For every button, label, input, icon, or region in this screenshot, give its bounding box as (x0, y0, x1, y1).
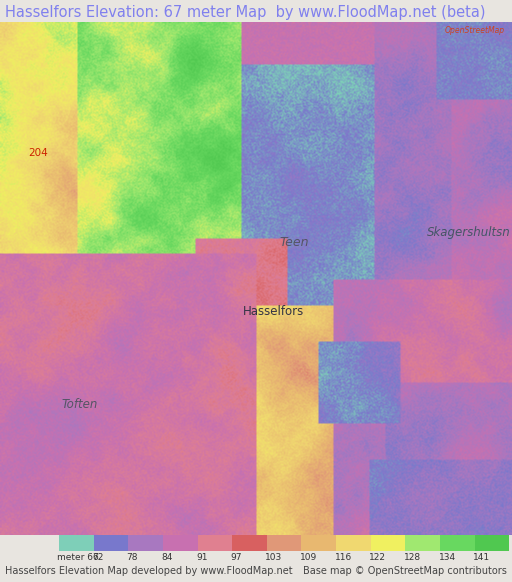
Text: Skagershultsn: Skagershultsn (426, 226, 510, 239)
Bar (371, 535, 406, 551)
Text: Hasselfors Elevation: 67 meter Map  by www.FloodMap.net (beta): Hasselfors Elevation: 67 meter Map by ww… (5, 5, 485, 20)
Bar (94, 535, 128, 551)
Text: 141: 141 (473, 552, 490, 562)
Text: 78: 78 (126, 552, 138, 562)
Text: OpenStreetMap: OpenStreetMap (444, 26, 504, 35)
Text: Hasselfors Elevation Map developed by www.FloodMap.net: Hasselfors Elevation Map developed by ww… (5, 566, 293, 576)
Text: 91: 91 (196, 552, 207, 562)
Text: 122: 122 (369, 552, 386, 562)
Text: 97: 97 (230, 552, 242, 562)
Text: Hasselfors: Hasselfors (243, 306, 305, 318)
Text: 109: 109 (300, 552, 317, 562)
Bar (440, 535, 475, 551)
Bar (475, 535, 509, 551)
Bar (302, 535, 336, 551)
Bar (336, 535, 371, 551)
Text: Toften: Toften (61, 398, 98, 411)
Text: Base map © OpenStreetMap contributors: Base map © OpenStreetMap contributors (303, 566, 507, 576)
Bar (163, 535, 198, 551)
Bar (59, 535, 94, 551)
Text: 128: 128 (404, 552, 421, 562)
Bar (198, 535, 232, 551)
Text: 84: 84 (161, 552, 173, 562)
Text: 103: 103 (265, 552, 283, 562)
Text: 72: 72 (92, 552, 103, 562)
Bar (128, 535, 163, 551)
Text: 116: 116 (335, 552, 352, 562)
Text: 204: 204 (29, 148, 48, 158)
Bar (232, 535, 267, 551)
Text: meter 66: meter 66 (57, 552, 99, 562)
Bar (406, 535, 440, 551)
Text: 134: 134 (439, 552, 456, 562)
Text: Teen: Teen (280, 236, 309, 249)
Bar (267, 535, 302, 551)
